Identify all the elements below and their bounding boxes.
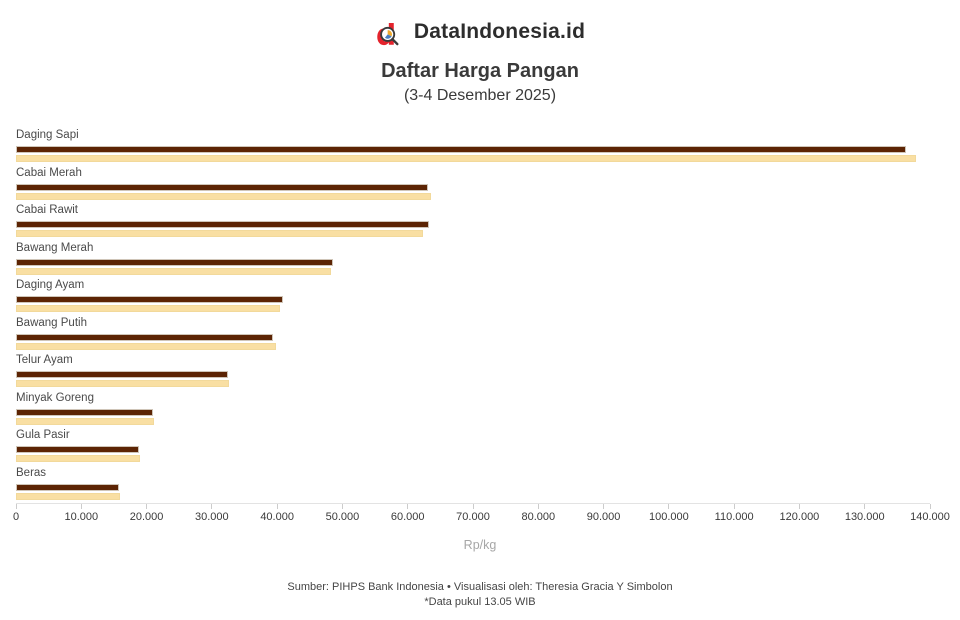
bar-chart-plot-area: Daging Sapi Cabai Merah Cabai Rawit Bawang … [16, 129, 930, 504]
bar-dark [16, 446, 139, 453]
bar-group: Beras [16, 467, 930, 505]
bar-group: Bawang Putih [16, 317, 930, 355]
bar-light [16, 417, 154, 425]
category-label: Cabai Rawit [16, 204, 78, 216]
tick-mark [15, 504, 17, 509]
bar-group: Cabai Rawit [16, 204, 930, 242]
bar-dark [16, 483, 119, 491]
bar-light [16, 230, 423, 237]
tick-label: 30.000 [195, 511, 229, 523]
bar-group: Minyak Goreng [16, 392, 930, 430]
category-label: Gula Pasir [16, 429, 70, 441]
tick-label: 20.000 [129, 511, 164, 523]
category-label: Cabai Merah [16, 166, 82, 179]
bar-light [16, 455, 140, 462]
category-label: Daging Ayam [16, 279, 85, 291]
category-label: Daging Sapi [16, 129, 79, 141]
tick-mark [798, 504, 800, 509]
tick-mark [276, 504, 278, 509]
chart-title: Daftar Harga Pangan [381, 60, 579, 82]
bar-dark [16, 221, 429, 228]
tick-mark [864, 504, 866, 509]
x-axis-label: Rp/kg [463, 538, 497, 552]
tick-label: 0 [12, 511, 20, 523]
bar-dark [16, 371, 228, 378]
tick-label: 130.000 [844, 511, 885, 523]
chart-subtitle: (3-4 Desember 2025) [403, 87, 557, 104]
header: d DataIndonesia.id Daftar Harga Pangan (… [0, 0, 960, 105]
bar-light [16, 155, 916, 162]
bar-dark [16, 296, 283, 303]
tick-mark [668, 504, 670, 509]
data-time-note: *Data pukul 13.05 WIB [424, 595, 536, 608]
bar-light [16, 380, 229, 387]
tick-mark [537, 504, 539, 509]
tick-mark [211, 504, 213, 509]
category-label: Minyak Goreng [16, 391, 94, 404]
bar-dark [16, 408, 153, 416]
tick-mark [341, 504, 343, 509]
category-label: Bawang Putih [16, 316, 87, 329]
footer: Sumber: PIHPS Bank Indonesia • Visualisa… [0, 580, 960, 609]
tick-label: 140.000 [910, 511, 950, 523]
tick-label: 70.000 [456, 511, 490, 523]
tick-label: 80.000 [521, 511, 556, 523]
bar-dark [16, 333, 273, 341]
bar-group: Cabai Merah [16, 167, 930, 205]
tick-label: 100.000 [648, 511, 689, 523]
tick-mark [407, 504, 409, 509]
category-label: Telur Ayam [16, 354, 73, 366]
bar-group: Daging Ayam [16, 279, 930, 317]
tick-mark [80, 504, 82, 509]
tick-label: 120.000 [779, 511, 820, 523]
bar-group: Gula Pasir [16, 429, 930, 467]
x-axis: 0 10.000 20.000 30.000 40.000 50.000 60.000 70.… [13, 503, 950, 523]
brand-lockup: d DataIndonesia.id [0, 16, 960, 51]
bar-light [16, 192, 431, 200]
bar-light [16, 342, 276, 350]
tick-label: 90.000 [586, 511, 621, 523]
category-label: Beras [16, 466, 47, 479]
bar-dark [16, 183, 428, 191]
tick-mark [603, 504, 605, 509]
tick-label: 50.000 [325, 511, 360, 523]
tick-mark [929, 504, 931, 509]
bar-group: Daging Sapi [16, 129, 930, 167]
bar-light [16, 267, 331, 275]
source-credit: Sumber: PIHPS Bank Indonesia • Visualisa… [287, 581, 673, 593]
category-label: Bawang Merah [16, 241, 94, 254]
dataindonesia-logo-icon: d [375, 18, 405, 51]
tick-label: 60.000 [390, 511, 425, 523]
tick-label: 110.000 [714, 511, 754, 523]
tick-label: 40.000 [260, 511, 294, 523]
tick-mark [146, 504, 148, 509]
bar-light [16, 492, 120, 500]
bar-dark [16, 146, 906, 153]
bar-dark [16, 258, 333, 266]
bar-group: Telur Ayam [16, 354, 930, 392]
tick-label: 10.000 [64, 511, 99, 523]
bar-group: Bawang Merah [16, 242, 930, 280]
tick-mark [472, 504, 474, 509]
brand-name: DataIndonesia.id [413, 20, 586, 43]
bar-light [16, 305, 280, 312]
tick-mark [733, 504, 735, 509]
